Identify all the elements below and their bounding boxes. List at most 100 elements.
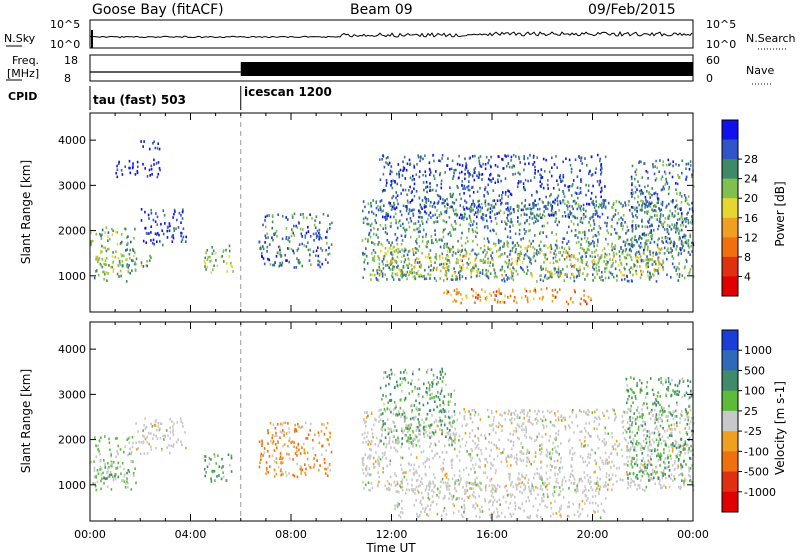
echo-cell	[476, 190, 479, 193]
echo-cell	[363, 411, 366, 414]
echo-cell	[556, 244, 558, 248]
echo-cell	[583, 439, 586, 443]
echo-cell	[403, 471, 405, 474]
echo-cell	[444, 205, 446, 208]
echo-cell	[533, 161, 536, 164]
echo-cell	[429, 211, 432, 214]
echo-cell	[597, 435, 599, 438]
echo-cell	[651, 208, 653, 212]
echo-cell	[203, 455, 206, 458]
echo-cell	[557, 268, 560, 271]
echo-cell	[417, 273, 420, 277]
echo-cell	[642, 463, 644, 467]
echo-cell	[565, 480, 567, 483]
echo-cell	[439, 173, 441, 177]
echo-cell	[377, 462, 379, 466]
echo-cell	[632, 243, 635, 247]
echo-cell	[571, 184, 573, 188]
echo-cell	[134, 251, 136, 254]
echo-cell	[407, 266, 409, 269]
echo-cell	[386, 217, 388, 221]
echo-cell	[547, 276, 550, 280]
echo-cell	[429, 426, 431, 429]
echo-cell	[418, 196, 421, 200]
echo-cell	[667, 217, 670, 220]
echo-cell	[501, 278, 503, 282]
echo-cell	[519, 411, 522, 415]
echo-cell	[643, 248, 645, 252]
echo-cell	[319, 221, 321, 224]
echo-cell	[300, 232, 303, 236]
echo-cell	[295, 429, 298, 433]
echo-cell	[421, 220, 423, 223]
echo-cell	[100, 487, 102, 491]
echo-cell	[636, 458, 638, 462]
echo-cell	[164, 434, 166, 437]
echo-cell	[398, 173, 400, 176]
echo-cell	[116, 164, 118, 168]
echo-cell	[614, 247, 616, 250]
echo-cell	[388, 266, 390, 269]
echo-cell	[482, 261, 485, 264]
echo-cell	[515, 259, 518, 263]
echo-cell	[204, 262, 207, 265]
echo-cell	[685, 258, 687, 262]
echo-cell	[378, 462, 381, 465]
echo-cell	[583, 236, 586, 240]
echo-cell	[116, 175, 119, 179]
echo-cell	[631, 227, 634, 231]
echo-cell	[169, 426, 172, 430]
echo-cell	[431, 239, 433, 242]
echo-cell	[553, 252, 555, 255]
echo-cell	[478, 162, 481, 165]
echo-cell	[586, 302, 588, 306]
echo-cell	[665, 466, 668, 470]
echo-cell	[551, 289, 554, 292]
echo-cell	[656, 218, 658, 221]
echo-cell	[665, 240, 668, 243]
echo-cell	[458, 459, 461, 462]
echo-cell	[524, 476, 526, 480]
echo-cell	[400, 213, 403, 217]
echo-cell	[156, 146, 159, 150]
echo-cell	[446, 277, 449, 281]
echo-cell	[365, 420, 367, 423]
echo-cell	[469, 216, 471, 219]
echo-cell	[125, 258, 127, 262]
echo-cell	[649, 225, 651, 228]
echo-cell	[437, 194, 440, 198]
echo-cell	[461, 275, 464, 278]
echo-cell	[445, 410, 447, 414]
echo-cell	[263, 447, 266, 450]
echo-cell	[97, 260, 99, 264]
echo-cell	[692, 484, 695, 487]
echo-cell	[478, 173, 481, 176]
echo-cell	[298, 261, 301, 265]
echo-cell	[381, 244, 384, 247]
echo-cell	[629, 485, 632, 488]
echo-cell	[305, 245, 308, 248]
echo-cell	[416, 238, 418, 241]
echo-cell	[574, 158, 577, 161]
echo-cell	[487, 247, 490, 251]
echo-cell	[154, 424, 157, 427]
echo-cell	[459, 478, 462, 482]
echo-cell	[382, 189, 385, 192]
echo-cell	[623, 273, 625, 277]
echo-cell	[152, 218, 155, 222]
echo-cell	[130, 450, 133, 454]
echo-cell	[302, 213, 304, 216]
echo-cell	[683, 447, 685, 450]
echo-cell	[277, 441, 279, 445]
echo-cell	[105, 271, 107, 274]
echo-cell	[497, 180, 499, 184]
echo-cell	[521, 452, 524, 455]
echo-cell	[646, 200, 649, 203]
echo-cell	[419, 170, 421, 173]
echo-cell	[662, 469, 665, 472]
echo-cell	[449, 195, 452, 198]
echo-cell	[132, 472, 135, 475]
echo-cell	[94, 436, 96, 439]
echo-cell	[418, 439, 421, 442]
echo-cell	[131, 435, 134, 439]
